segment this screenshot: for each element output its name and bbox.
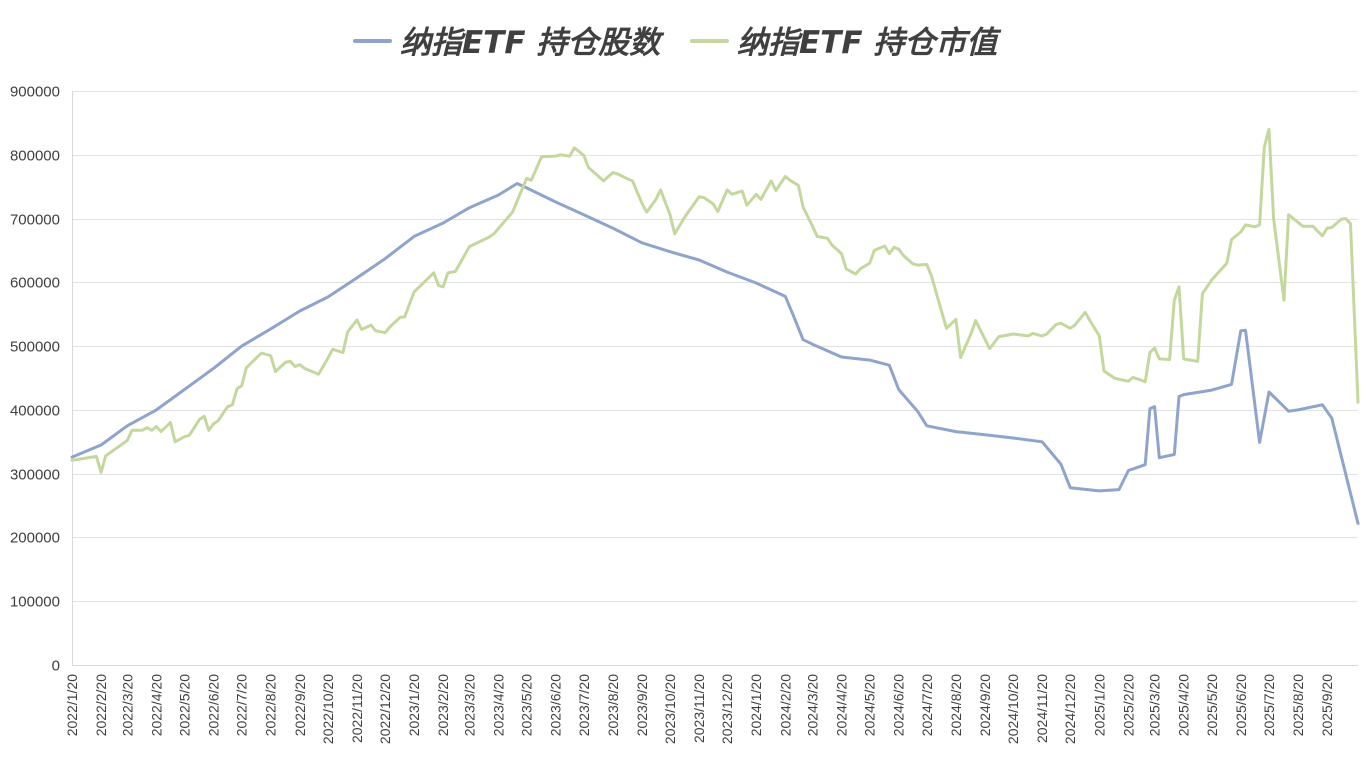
x-tick-label: 2023/12/20: [719, 674, 735, 744]
x-tick-label: 2024/4/20: [834, 674, 850, 736]
legend-label-series-1: 纳指ETF 持仓股数: [400, 25, 665, 61]
x-tick-label: 2025/6/20: [1233, 674, 1249, 736]
x-tick-label: 2025/5/20: [1204, 674, 1220, 736]
y-tick-label: 400000: [10, 403, 60, 420]
legend-label-series-2: 纳指ETF 持仓市值: [737, 25, 1002, 61]
x-tick-label: 2024/3/20: [805, 674, 821, 736]
gridlines: [72, 91, 1358, 602]
y-tick-label: 500000: [10, 339, 60, 356]
series-line-1: [70, 182, 1360, 525]
x-tick-label: 2022/11/20: [349, 674, 365, 743]
x-tick-label: 2022/8/20: [263, 674, 279, 736]
x-tick-label: 2025/1/20: [1091, 674, 1107, 736]
x-tick-label: 2022/6/20: [206, 674, 222, 736]
x-tick-label: 2024/10/20: [1005, 674, 1021, 744]
y-tick-label: 300000: [10, 467, 60, 484]
x-tick-label: 2024/8/20: [948, 674, 964, 736]
x-tick-label: 2025/4/20: [1176, 674, 1192, 736]
x-tick-label: 2022/5/20: [177, 674, 193, 736]
x-tick-label: 2024/2/20: [777, 674, 793, 736]
x-tick-label: 2022/4/20: [148, 674, 164, 736]
x-tick-label: 2025/3/20: [1147, 674, 1163, 736]
x-tick-label: 2022/12/20: [377, 674, 393, 744]
x-tick-label: 2024/7/20: [919, 674, 935, 736]
x-tick-label: 2024/1/20: [748, 674, 764, 736]
y-tick-label: 0: [52, 658, 60, 675]
x-tick-label: 2023/5/20: [519, 674, 535, 736]
x-tick-label: 2022/2/20: [93, 674, 109, 736]
series-line-2: [70, 127, 1360, 474]
y-tick-label: 900000: [10, 84, 60, 101]
x-tick-label: 2025/7/20: [1261, 674, 1277, 736]
x-tick-label: 2024/9/20: [977, 674, 993, 736]
x-tick-label: 2023/1/20: [406, 674, 422, 736]
x-tick-label: 2022/10/20: [320, 674, 336, 744]
y-tick-label: 600000: [10, 275, 60, 292]
x-tick-label: 2023/4/20: [491, 674, 507, 736]
x-tick-label: 2023/10/20: [662, 674, 678, 744]
x-tick-label: 2024/11/20: [1034, 674, 1050, 743]
y-tick-label: 800000: [10, 148, 60, 165]
x-tick-label: 2023/6/20: [548, 674, 564, 736]
legend: 纳指ETF 持仓股数 纳指ETF 持仓市值: [353, 25, 1002, 61]
x-axis-tick-labels: 2022/1/20 2022/2/20 2022/3/20 2022/4/20 2022…: [64, 674, 1335, 744]
x-tick-label: 2023/7/20: [576, 674, 592, 736]
x-tick-label: 2025/8/20: [1290, 674, 1306, 736]
x-tick-label: 2022/9/20: [292, 674, 308, 736]
x-tick-label: 2022/3/20: [119, 674, 135, 736]
x-tick-label: 2023/8/20: [605, 674, 621, 736]
x-tick-label: 2023/3/20: [461, 674, 477, 736]
x-tick-label: 2025/9/20: [1319, 674, 1335, 736]
x-tick-label: 2024/6/20: [891, 674, 907, 736]
x-tick-label: 2022/7/20: [234, 674, 250, 736]
x-tick-label: 2023/9/20: [634, 674, 650, 736]
y-tick-label: 700000: [10, 212, 60, 229]
series-lines: [70, 127, 1360, 525]
y-axis-tick-labels: 0 100000 200000 300000 400000 500000 600000 700…: [10, 84, 60, 675]
x-tick-label: 2024/5/20: [862, 674, 878, 736]
x-tick-label: 2024/12/20: [1062, 674, 1078, 744]
x-tick-label: 2025/2/20: [1120, 674, 1136, 736]
y-tick-label: 200000: [10, 530, 60, 547]
x-tick-label: 2023/11/20: [691, 674, 707, 743]
y-tick-label: 100000: [10, 594, 60, 611]
x-tick-label: 2023/2/20: [435, 674, 451, 736]
x-tick-label: 2022/1/20: [64, 674, 80, 736]
